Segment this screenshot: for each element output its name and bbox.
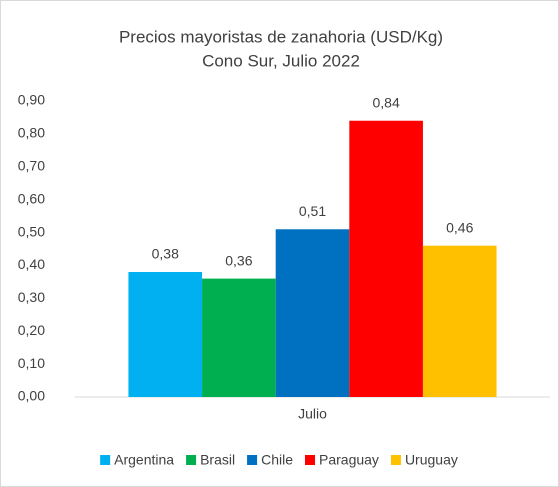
y-tick-label: 0,00	[18, 388, 45, 404]
data-label: 0,36	[225, 252, 252, 268]
legend-swatch	[305, 455, 315, 465]
y-tick-label: 0,20	[18, 322, 45, 338]
legend-label: Paraguay	[319, 452, 379, 468]
legend-swatch	[186, 455, 197, 465]
y-tick-label: 0,60	[18, 190, 45, 206]
data-label: 0,38	[152, 246, 179, 262]
bar	[128, 272, 203, 397]
data-label: 0,84	[373, 94, 400, 110]
y-tick-label: 0,30	[18, 289, 45, 305]
legend-swatch	[100, 455, 111, 465]
y-tick-label: 0,90	[18, 92, 45, 108]
legend-label: Uruguay	[405, 452, 458, 468]
chart-title: Precios mayoristas de zanahoria (USD/Kg)	[119, 27, 443, 46]
legend-swatch	[390, 455, 401, 465]
bar	[202, 278, 276, 397]
x-tick-label: Julio	[298, 406, 327, 422]
bar	[422, 245, 497, 397]
data-label: 0,51	[299, 203, 326, 219]
bar	[349, 120, 423, 397]
legend-swatch	[247, 455, 258, 465]
y-tick-label: 0,70	[18, 157, 45, 173]
legend-label: Chile	[261, 452, 293, 468]
y-tick-label: 0,80	[18, 125, 45, 141]
bar	[275, 229, 350, 397]
data-label: 0,46	[446, 219, 473, 235]
y-tick-label: 0,50	[18, 223, 45, 239]
legend-label: Brasil	[200, 452, 235, 468]
y-tick-label: 0,10	[18, 355, 45, 371]
chart-subtitle: Cono Sur, Julio 2022	[202, 51, 360, 70]
y-tick-label: 0,40	[18, 256, 45, 272]
legend-label: Argentina	[114, 452, 174, 468]
